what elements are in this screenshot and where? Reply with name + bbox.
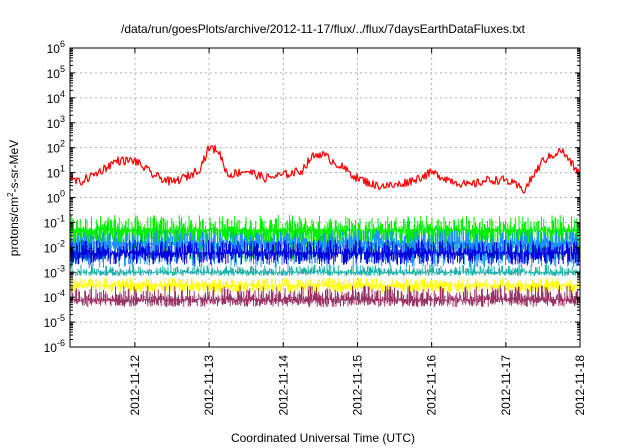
y-tick-label: 105: [47, 64, 65, 81]
y-tick-label: 10-2: [44, 238, 65, 255]
x-tick-label: 2012-11-15: [350, 355, 364, 416]
series-line: [69, 144, 581, 194]
x-tick-label: 2012-11-16: [425, 355, 439, 416]
y-tick-label: 10-6: [44, 338, 65, 355]
x-tick-label: 2012-11-18: [573, 355, 587, 416]
y-tick-label: 102: [47, 139, 65, 156]
y-tick-label: 101: [47, 164, 65, 181]
y-tick-label: 106: [47, 39, 65, 56]
x-tick-label: 2012-11-12: [128, 355, 142, 416]
x-tick-label: 2012-11-13: [202, 355, 216, 416]
y-tick-label: 10-1: [44, 213, 65, 230]
y-tick-label: 10-3: [44, 263, 65, 280]
y-tick-label: 10-4: [44, 288, 65, 305]
chart-title: /data/run/goesPlots/archive/2012-11-17/f…: [121, 22, 526, 36]
y-tick-label: 100: [47, 189, 65, 206]
x-tick-label: 2012-11-17: [499, 355, 513, 416]
axes: 106 105 104 103 102 101 100 10-1 10-2 10-3 10-4 10-…: [44, 39, 587, 416]
x-axis-label: Coordinated Universal Time (UTC): [231, 431, 415, 445]
y-tick-label: 103: [47, 114, 65, 131]
y-axis-label: protons/cm2-s-sr-MeV: [6, 140, 21, 256]
y-tick-label: 104: [47, 89, 65, 106]
y-tick-label: 10-5: [44, 313, 65, 330]
x-tick-label: 2012-11-14: [276, 355, 290, 416]
